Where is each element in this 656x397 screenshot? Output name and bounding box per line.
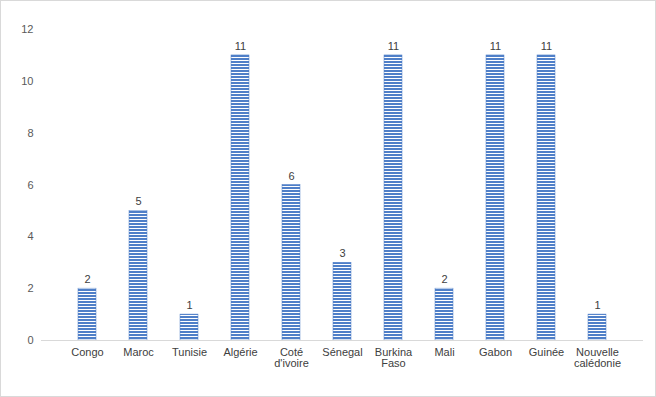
svg-text:11: 11 (541, 40, 552, 52)
svg-text:11: 11 (235, 40, 246, 52)
svg-text:2: 2 (27, 282, 33, 294)
svg-text:3: 3 (339, 247, 345, 259)
svg-text:Nouvellecalédonie: Nouvellecalédonie (574, 346, 621, 369)
svg-text:BurkinaFaso: BurkinaFaso (375, 346, 413, 369)
svg-text:11: 11 (490, 40, 501, 52)
svg-text:Sénegal: Sénegal (322, 346, 362, 358)
svg-text:2: 2 (441, 273, 447, 285)
svg-text:12: 12 (21, 23, 33, 35)
svg-text:1: 1 (594, 299, 600, 311)
svg-text:Cotéd'ivoire: Cotéd'ivoire (274, 346, 309, 369)
svg-text:6: 6 (288, 170, 294, 182)
svg-text:Congo: Congo (71, 346, 103, 358)
svg-text:Gabon: Gabon (479, 346, 512, 358)
svg-text:Algérie: Algérie (223, 346, 257, 358)
svg-text:1: 1 (186, 299, 192, 311)
svg-text:2: 2 (84, 273, 90, 285)
svg-text:11: 11 (388, 40, 399, 52)
svg-text:10: 10 (21, 75, 33, 87)
svg-text:Maroc: Maroc (123, 346, 154, 358)
svg-text:4: 4 (27, 230, 33, 242)
svg-text:6: 6 (27, 179, 33, 191)
svg-text:Tunisie: Tunisie (172, 346, 207, 358)
svg-text:5: 5 (135, 195, 141, 207)
svg-text:8: 8 (27, 127, 33, 139)
svg-text:Guinée: Guinée (529, 346, 564, 358)
svg-text:0: 0 (27, 334, 33, 346)
svg-text:Mali: Mali (434, 346, 454, 358)
